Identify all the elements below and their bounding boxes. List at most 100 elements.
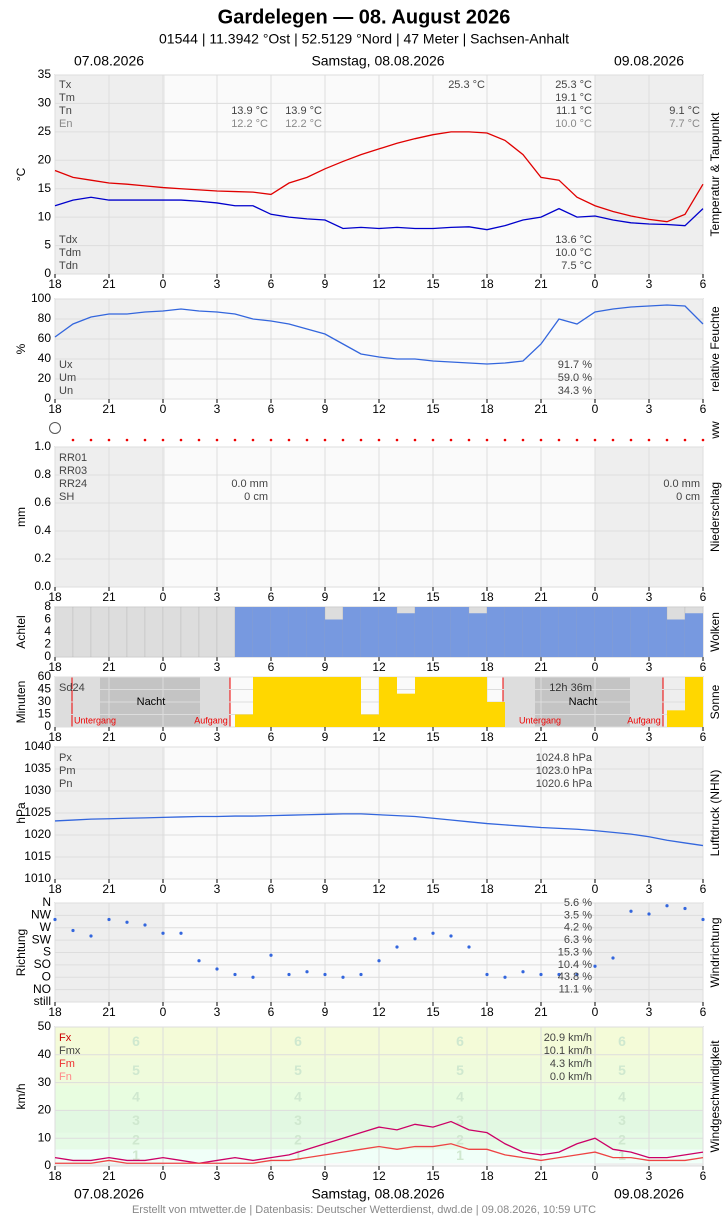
- x-tick-label: 0: [592, 402, 599, 416]
- clear-sky-bar: [162, 606, 182, 658]
- x-tick-label: 0: [160, 277, 167, 291]
- x-tick-label: 6: [268, 1005, 275, 1019]
- bar: [451, 677, 469, 727]
- beaufort-label: 2: [618, 1132, 626, 1148]
- x-tick-label: 21: [102, 1169, 116, 1183]
- bar: [343, 607, 361, 657]
- x-tick-label: 3: [646, 660, 653, 674]
- x-tick-label: 6: [700, 882, 707, 896]
- annotation: Nacht: [569, 696, 598, 708]
- beaufort-label: 4: [132, 1089, 140, 1105]
- bar: [631, 607, 649, 657]
- x-tick-label: 0: [592, 730, 599, 744]
- bar: [289, 677, 307, 727]
- x-tick-label: 18: [48, 882, 62, 896]
- x-tick-label: 21: [534, 277, 548, 291]
- beaufort-label: 4: [456, 1089, 464, 1105]
- x-tick-label: 0: [592, 277, 599, 291]
- x-tick-label: 21: [534, 882, 548, 896]
- ww-dot: [233, 438, 237, 442]
- y-axis-label: Richtung: [14, 929, 28, 976]
- footer: Erstellt von mtwetter.de | Datenbasis: D…: [132, 1204, 596, 1216]
- y-tick-label: 20: [38, 371, 52, 385]
- beaufort-label: 2: [132, 1132, 140, 1148]
- bar: [469, 613, 487, 657]
- x-tick-label: 21: [102, 730, 116, 744]
- annotation: RR01: [59, 452, 87, 464]
- ww-dot: [449, 438, 453, 442]
- y-tick-label: 30: [38, 694, 52, 708]
- x-tick-label: 18: [48, 730, 62, 744]
- x-tick-label: 18: [48, 590, 62, 604]
- x-tick-label: 12: [372, 730, 386, 744]
- bar: [469, 677, 487, 727]
- beaufort-label: 1: [456, 1147, 464, 1163]
- point: [647, 912, 651, 916]
- annotation: Untergang: [74, 715, 116, 725]
- x-tick-label: 0: [160, 660, 167, 674]
- y-tick-label: 25: [38, 124, 52, 138]
- ww-dot: [467, 438, 471, 442]
- beaufort-label: 2: [456, 1132, 464, 1148]
- x-tick-label: 9: [322, 1005, 329, 1019]
- ww-dot: [665, 438, 669, 442]
- annotation: Aufgang: [627, 715, 661, 725]
- y-tick-label: O: [42, 969, 51, 983]
- ww-dot: [629, 438, 633, 442]
- x-tick-label: 3: [646, 277, 653, 291]
- ww-dot: [431, 438, 435, 442]
- point: [89, 934, 93, 938]
- date: 07.08.2026: [74, 1186, 144, 1202]
- y-tick-label: 0.2: [34, 551, 51, 565]
- bar: [667, 710, 685, 727]
- annotation: Tdm: [59, 247, 81, 259]
- clear-sky-bar: [108, 606, 128, 658]
- clear-sky-bar: [180, 606, 200, 658]
- bar: [307, 607, 325, 657]
- x-tick-label: 9: [322, 277, 329, 291]
- ww-dot: [71, 438, 75, 442]
- x-tick-label: 15: [426, 660, 440, 674]
- y-tick-label: 2: [44, 637, 51, 651]
- bar: [649, 607, 667, 657]
- x-tick-label: 3: [646, 1169, 653, 1183]
- bar: [397, 693, 415, 727]
- ww-dot: [593, 438, 597, 442]
- annotation: Fmx: [59, 1045, 81, 1057]
- x-tick-label: 21: [102, 1005, 116, 1019]
- y-tick-label: still: [34, 994, 51, 1008]
- x-tick-label: 18: [480, 660, 494, 674]
- beaufort-label: 6: [618, 1033, 626, 1049]
- x-tick-label: 12: [372, 277, 386, 291]
- bar: [361, 714, 379, 727]
- ww-dot: [413, 438, 417, 442]
- x-tick-label: 0: [160, 590, 167, 604]
- point: [53, 917, 57, 922]
- beaufort-label: 3: [294, 1112, 302, 1128]
- x-tick-label: 6: [700, 590, 707, 604]
- date: Samstag, 08.08.2026: [311, 53, 444, 69]
- x-tick-label: 3: [214, 1169, 221, 1183]
- annotation: 7.5 °C: [561, 260, 592, 272]
- y-tick-label: 1030: [24, 783, 51, 797]
- bar: [487, 702, 505, 727]
- ww-dot: [323, 438, 327, 442]
- annotation: 25.3 °C: [448, 79, 485, 91]
- annotation: Tm: [59, 92, 75, 104]
- point: [143, 923, 147, 927]
- y-tick-label: 0.8: [34, 467, 51, 481]
- point: [107, 917, 111, 922]
- annotation: 0.0 mm: [231, 478, 268, 490]
- annotation: Um: [59, 372, 76, 384]
- y-tick-label: 40: [38, 351, 52, 365]
- ww-dot: [539, 438, 543, 442]
- x-tick-label: 3: [646, 1005, 653, 1019]
- annotation: Fx: [59, 1032, 72, 1044]
- annotation: 0 cm: [676, 491, 700, 503]
- x-tick-label: 21: [534, 730, 548, 744]
- share-label: 43.8 %: [558, 971, 592, 983]
- ww-dot: [647, 438, 651, 442]
- ww-dot: [395, 438, 399, 442]
- point: [485, 972, 489, 977]
- ww-dot: [107, 438, 111, 442]
